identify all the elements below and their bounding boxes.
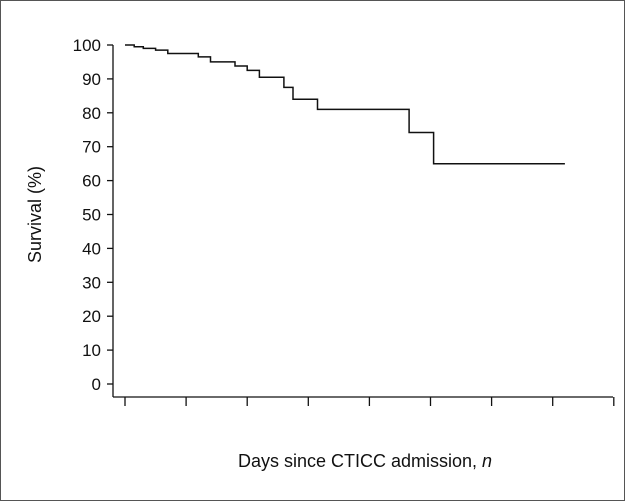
- y-tick-label-50: 50: [82, 206, 101, 225]
- y-tick-label-100: 100: [73, 36, 101, 55]
- x-axis-title-variable: n: [482, 451, 492, 471]
- x-axis-title-text: Days since CTICC admission,: [238, 451, 482, 471]
- y-tick-label-90: 90: [82, 70, 101, 89]
- y-axis-title: Survival (%): [25, 166, 45, 263]
- y-tick-label-60: 60: [82, 172, 101, 191]
- x-axis-title: Days since CTICC admission, n: [238, 451, 492, 471]
- survival-step-line: [125, 44, 565, 165]
- y-tick-label-20: 20: [82, 307, 101, 326]
- y-tick-label-70: 70: [82, 138, 101, 157]
- y-ticks: 0 10 20 30 40 50 60 70 80 90 100: [73, 36, 113, 394]
- x-ticks: [124, 397, 615, 406]
- y-tick-label-10: 10: [82, 341, 101, 360]
- y-tick-label-30: 30: [82, 273, 101, 292]
- y-tick-label-0: 0: [92, 375, 101, 394]
- y-tick-label-80: 80: [82, 104, 101, 123]
- y-tick-label-40: 40: [82, 239, 101, 258]
